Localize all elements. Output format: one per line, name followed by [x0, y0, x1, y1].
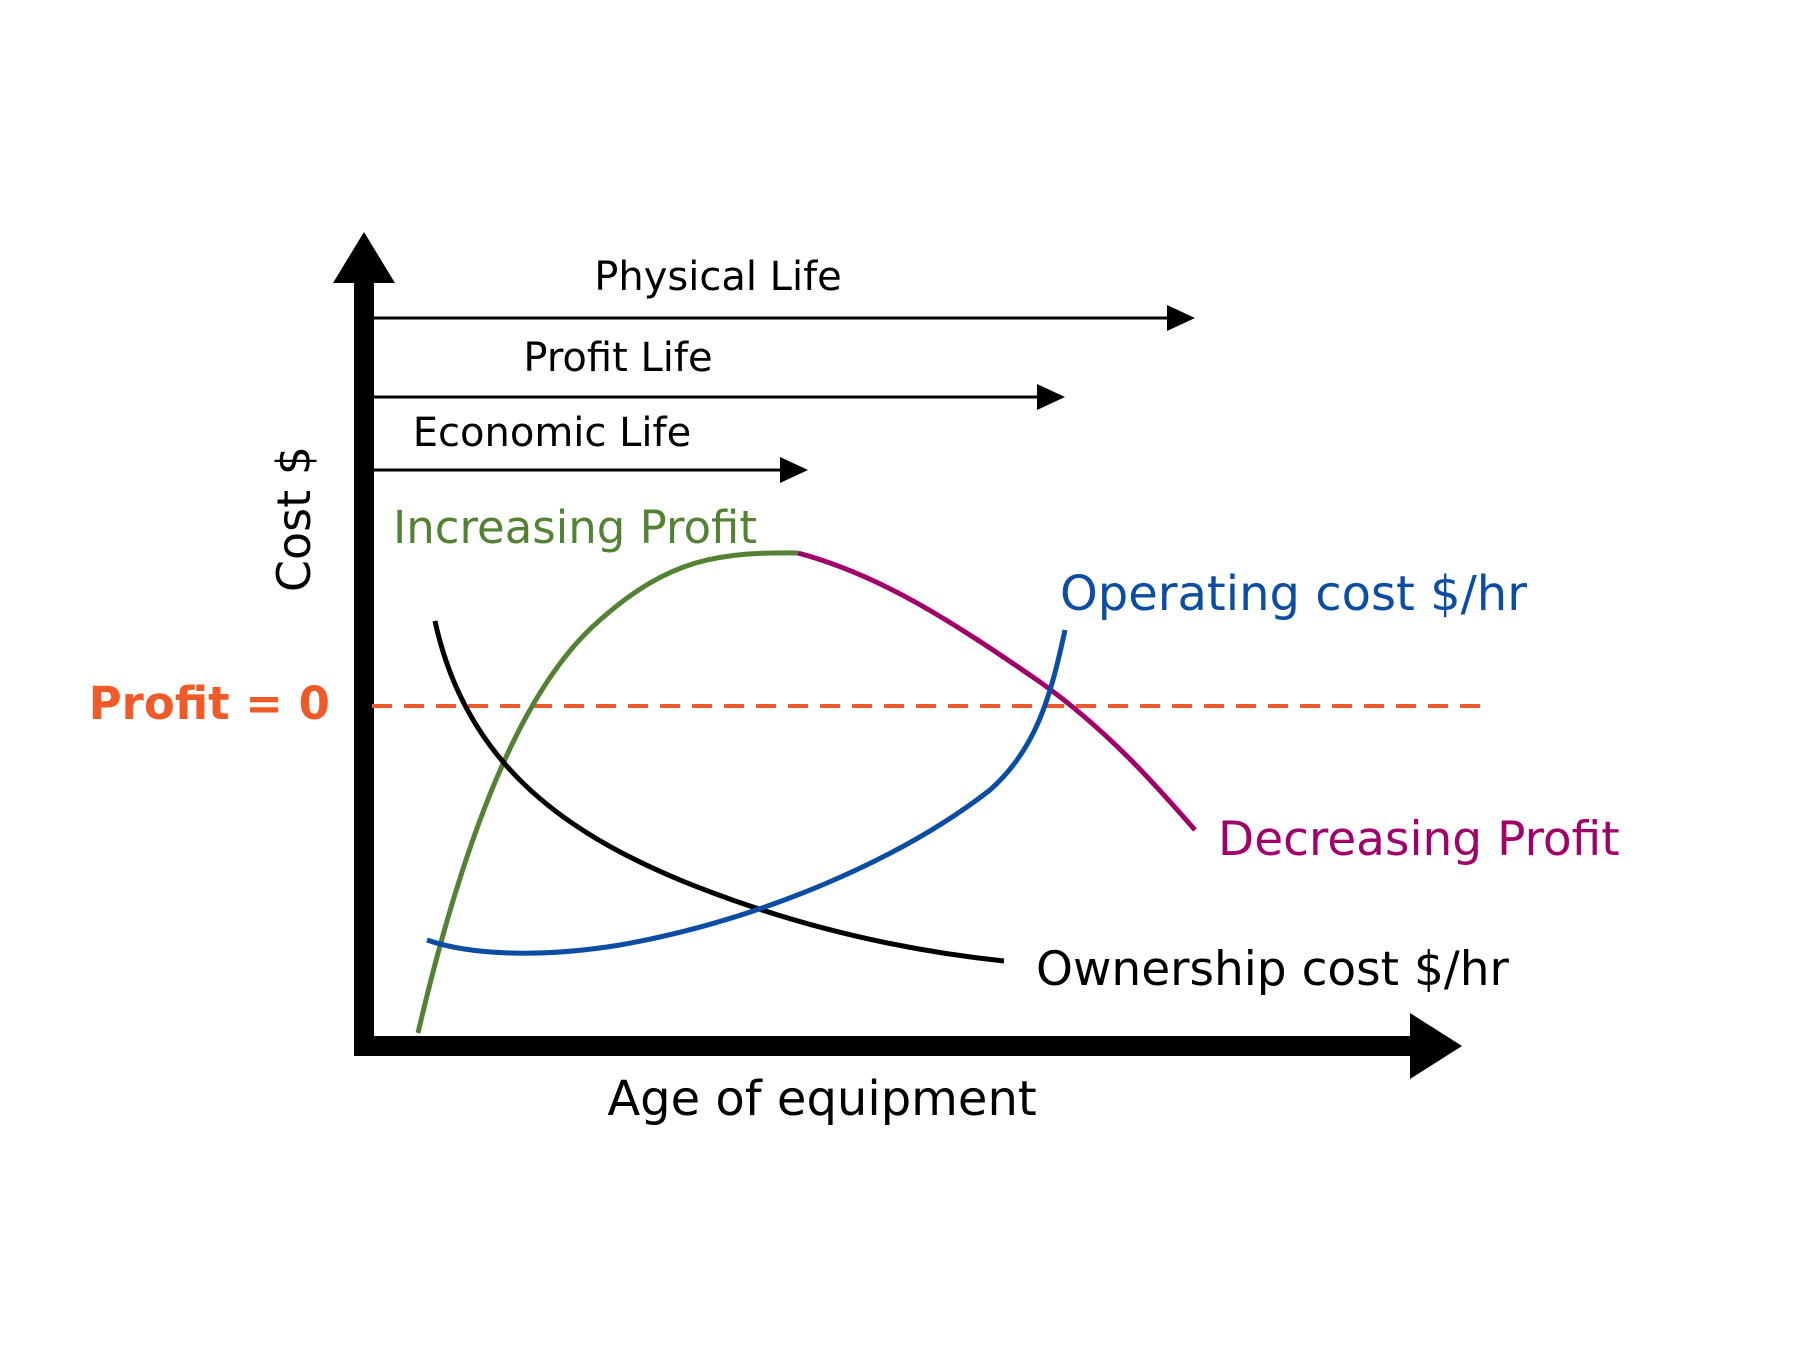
profit-zero-label: Profit = 0	[89, 677, 330, 730]
decreasing-profit-curve	[797, 550, 1197, 832]
operating-cost-label: Operating cost $/hr	[1060, 566, 1527, 622]
profit-life-label: Profit Life	[523, 335, 712, 381]
economic-life-arrowhead	[780, 457, 808, 483]
increasing-profit-curve	[415, 550, 799, 1034]
decreasing-profit-label: Decreasing Profit	[1218, 812, 1620, 867]
economic-life-label: Economic Life	[413, 410, 691, 456]
y-axis-arrowhead	[333, 232, 395, 283]
x-axis-label: Age of equipment	[607, 1071, 1036, 1127]
x-axis-arrowhead	[1410, 1013, 1462, 1079]
ownership-cost-curve	[432, 620, 1005, 964]
increasing-profit-label: Increasing Profit	[393, 501, 757, 554]
profit-life-arrowhead	[1037, 384, 1065, 410]
physical-life-arrowhead	[1167, 305, 1195, 331]
y-axis-label: Cost $	[267, 446, 321, 592]
ownership-cost-label: Ownership cost $/hr	[1036, 942, 1510, 997]
physical-life-label: Physical Life	[594, 254, 842, 300]
operating-cost-curve	[426, 629, 1068, 956]
